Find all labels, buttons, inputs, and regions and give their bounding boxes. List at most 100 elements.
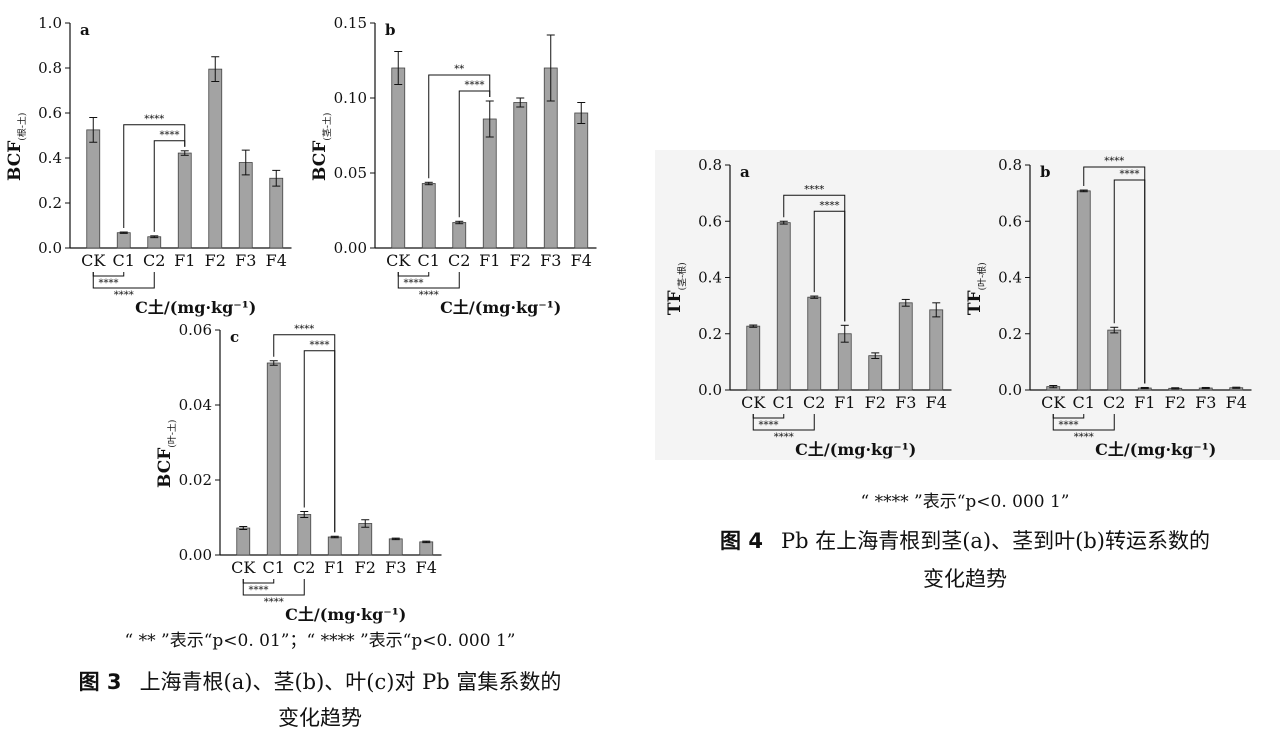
- fig3c-sig-bracket-bottom: [242, 579, 275, 584]
- fig3b-sig-bracket-bottom: [397, 272, 430, 277]
- figure-4-background: [655, 150, 1280, 460]
- fig4b-xtick-label: CK: [1041, 393, 1066, 412]
- fig3b-sig-label: ****: [465, 80, 485, 91]
- fig3a-ytick-label: 0.0: [38, 239, 62, 257]
- fig4b-sig-bracket: [1113, 179, 1146, 384]
- fig4a-sig-label: ****: [820, 200, 840, 211]
- fig4a-ytick-label: 0.2: [698, 325, 722, 343]
- fig3a-xtick-label: F1: [174, 251, 195, 270]
- fig4b-xtick-label: F1: [1134, 393, 1155, 412]
- fig3b-sig-bracket-bottom: [397, 272, 460, 289]
- fig3c-ytick-label: 0.02: [179, 471, 212, 489]
- fig3c-ytick-label: 0.04: [179, 396, 212, 414]
- fig3a-xtick-label: F4: [266, 251, 287, 270]
- fig3a-xtick-label: C1: [113, 251, 135, 270]
- fig3b-bar: [391, 67, 406, 249]
- fig3c-bar: [358, 523, 373, 556]
- fig3a-xtick-label: F3: [235, 251, 256, 270]
- fig3a-sig-bracket: [123, 124, 186, 229]
- fig4a-ylabel: TF(茎-根): [665, 262, 688, 315]
- fig3b-xlabel: C土/(mg·kg⁻¹): [440, 298, 561, 317]
- chart-fig4b: 0.0 0.2 0.4 0.6 0.8 TF(叶-根) b CK C1 C2 F1 F2 F3 F4 ***…: [965, 156, 1252, 459]
- fig3c-xtick-label: F3: [385, 558, 406, 577]
- fig3a-ytick-label: 0.2: [38, 194, 62, 212]
- fig3a-bar: [116, 232, 131, 249]
- fig3a-panel-label: a: [80, 21, 90, 39]
- fig3c-sig-label: ****: [294, 324, 314, 335]
- fig3c-sig-bracket: [303, 350, 336, 533]
- fig3c-sig-label-bottom: ****: [264, 597, 284, 608]
- fig4a-sig-label-bottom: ****: [759, 420, 779, 431]
- fig3b-bar: [513, 102, 528, 249]
- fig4a-xtick-label: CK: [741, 393, 766, 412]
- fig3c-bar: [388, 538, 403, 556]
- fig3b-ytick-label: 0.15: [334, 14, 367, 32]
- fig4b-ytick-label: 0.2: [998, 325, 1022, 343]
- fig3a-xlabel: C土/(mg·kg⁻¹): [135, 298, 256, 317]
- fig3a-ytick-label: 0.8: [38, 59, 62, 77]
- fig4b-sig-label: ****: [1104, 156, 1124, 167]
- fig3b-sig-label: **: [454, 64, 464, 75]
- figure-3-caption: 图 3 上海青根(a)、茎(b)、叶(c)对 Pb 富集系数的: [0, 666, 640, 696]
- fig4a-xtick-label: C1: [773, 393, 795, 412]
- fig4b-ytick-label: 0.0: [998, 381, 1022, 399]
- fig4b-xtick-label: C1: [1073, 393, 1095, 412]
- fig3a-sig-label: ****: [160, 130, 180, 141]
- fig3a-ylabel: BCF(根-土): [5, 113, 28, 181]
- fig3a-sig-bracket-bottom: [92, 272, 125, 277]
- figure-4-title: Pb 在上海青根到茎(a)、茎到叶(b)转运系数的: [780, 529, 1210, 553]
- fig3a-ytick-label: 1.0: [38, 14, 62, 32]
- fig3b-xtick-label: F3: [540, 251, 561, 270]
- fig4a-sig-label-bottom: ****: [774, 432, 794, 443]
- fig3c-ytick-label: 0.06: [179, 321, 212, 339]
- fig4b-sig-bracket-bottom: [1052, 414, 1115, 431]
- fig4a-sig-bracket-bottom: [752, 414, 815, 431]
- fig3b-sig-bracket: [428, 74, 491, 179]
- fig3c-sig-label: ****: [310, 340, 330, 351]
- fig3a-xtick-label: CK: [81, 251, 106, 270]
- fig4a-ytick-label: 0.6: [698, 212, 722, 230]
- fig4b-sig-bracket-bottom: [1052, 414, 1085, 419]
- fig3a-sig-bracket-bottom: [92, 272, 155, 289]
- fig3b-xtick-label: F4: [571, 251, 592, 270]
- figure-4-note: “ **** ”表示“p<0. 000 1”: [860, 492, 1070, 512]
- fig3b-xtick-label: CK: [386, 251, 411, 270]
- fig4b-panel-label: b: [1040, 163, 1051, 181]
- fig3c-xtick-label: F1: [324, 558, 345, 577]
- fig4b-sig-label: ****: [1120, 169, 1140, 180]
- fig4a-panel-label: a: [740, 163, 750, 181]
- fig3c-ylabel: BCF(叶-土): [155, 420, 178, 488]
- fig3c-bar: [419, 541, 434, 556]
- fig3a-ytick-label: 0.6: [38, 104, 62, 122]
- figure-3-title-line2: 变化趋势: [278, 706, 362, 730]
- fig3b-ytick-label: 0.10: [334, 89, 367, 107]
- fig3c-xtick-label: F2: [355, 558, 376, 577]
- fig4a-xtick-label: F1: [834, 393, 855, 412]
- chart-fig3c: 0.00 0.02 0.04 0.06 BCF(叶-土) c CK C1 C2 F1 F2 F3 F4 *…: [155, 321, 442, 624]
- figure-3-note: “ ** ”表示“p<0. 01”；“ **** ”表示“p<0. 000 1”: [124, 631, 516, 651]
- fig4a-sig-label: ****: [804, 184, 824, 195]
- fig3a-bar: [86, 129, 101, 249]
- fig4b-xlabel: C土/(mg·kg⁻¹): [1095, 440, 1216, 459]
- fig3c-sig-bracket-bottom: [242, 579, 305, 596]
- fig3b-bar: [574, 112, 589, 249]
- fig4b-xtick-label: F4: [1226, 393, 1247, 412]
- fig4a-ytick-label: 0.4: [698, 269, 722, 287]
- chart-fig3b: 0.00 0.05 0.10 0.15 BCF(茎-土) b CK C1 C2 F1 F2 F3 F4 *…: [310, 14, 597, 317]
- fig4b-xtick-label: C2: [1103, 393, 1125, 412]
- fig3a-bar: [269, 177, 284, 249]
- fig3b-xtick-label: C1: [418, 251, 440, 270]
- fig4a-bar: [868, 355, 883, 391]
- figure-4-label: 图 4: [720, 529, 763, 553]
- fig4a-bar: [898, 302, 913, 391]
- fig3c-bar: [236, 527, 251, 556]
- fig4b-xtick-label: F3: [1195, 393, 1216, 412]
- fig3c-sig-label-bottom: ****: [249, 585, 269, 596]
- fig3c-ytick-label: 0.00: [179, 546, 212, 564]
- fig3b-xtick-label: C2: [448, 251, 470, 270]
- fig4b-sig-label-bottom: ****: [1074, 432, 1094, 443]
- fig3b-bar: [482, 118, 497, 249]
- fig4a-bar: [776, 222, 791, 391]
- fig3b-sig-bracket: [458, 90, 491, 218]
- fig3a-sig-label-bottom: ****: [99, 278, 119, 289]
